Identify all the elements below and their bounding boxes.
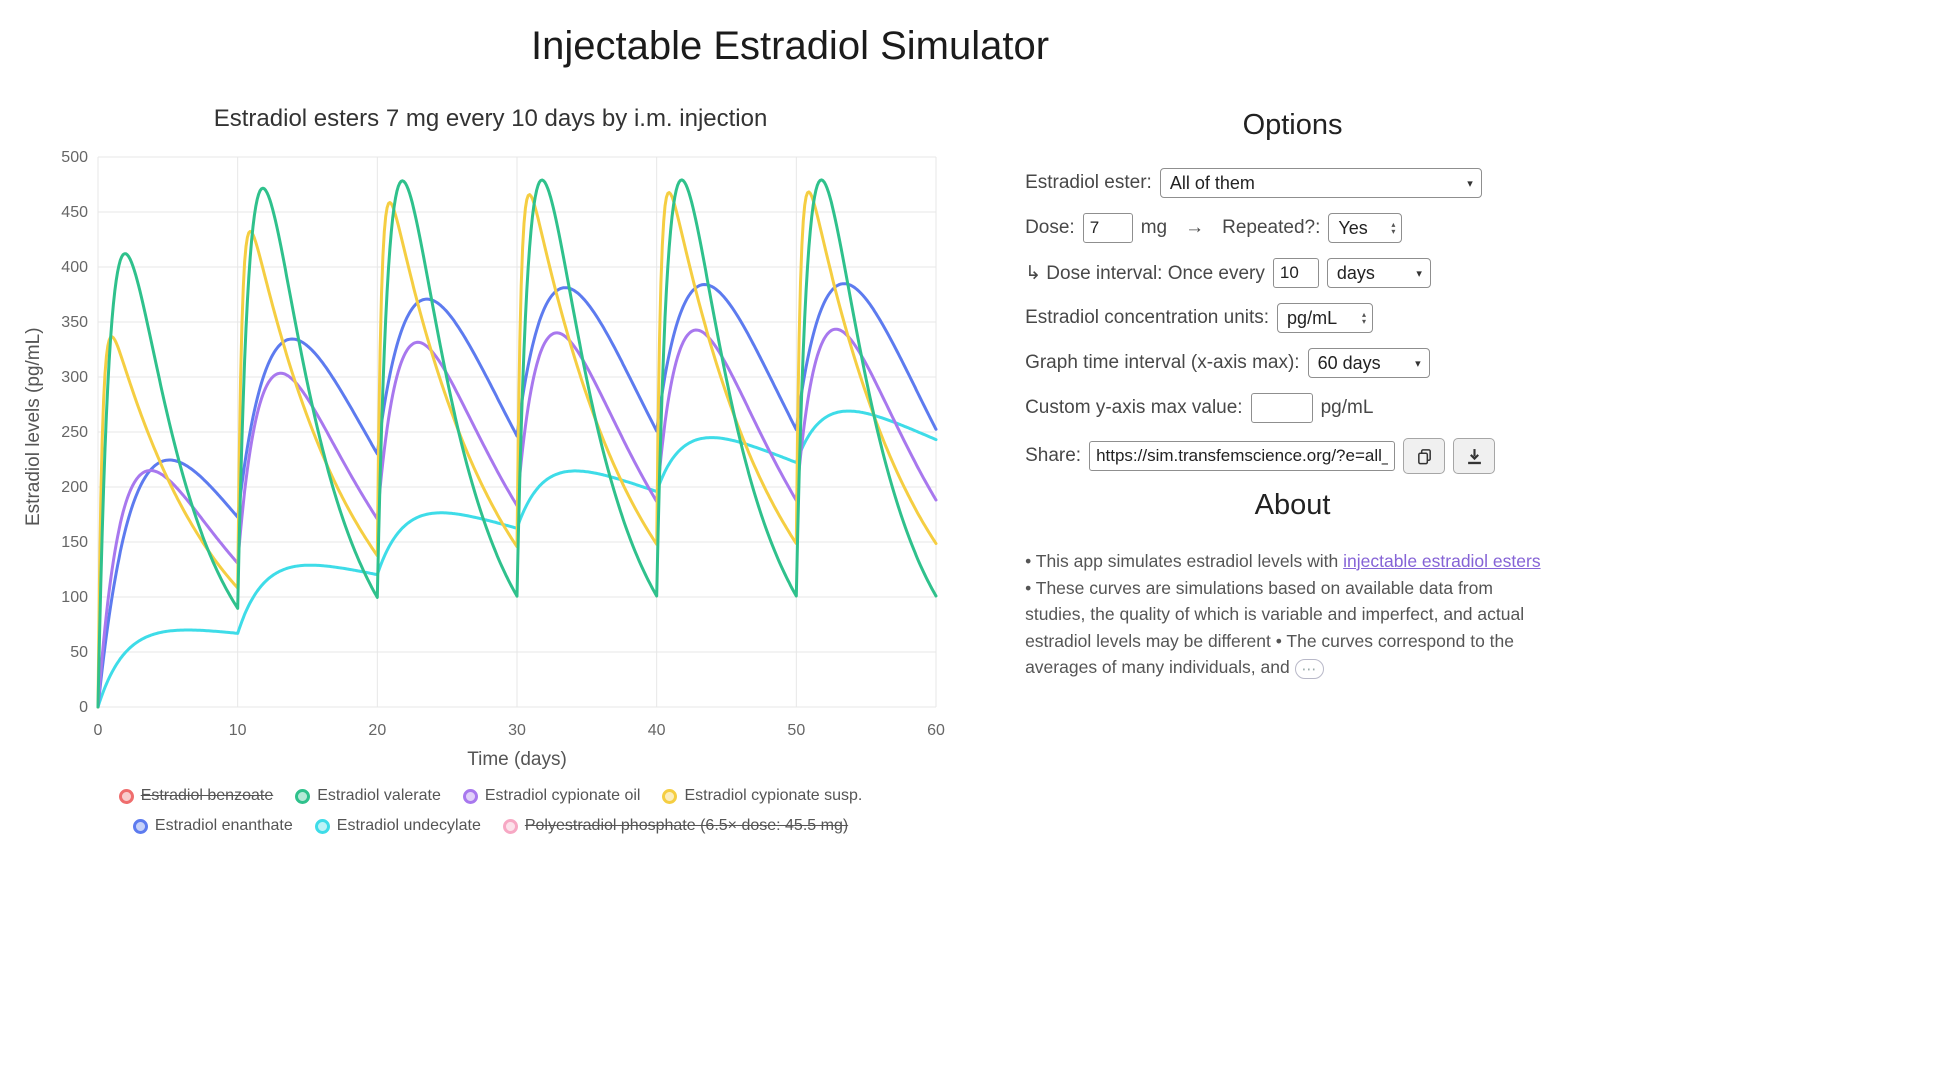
y-tick-label: 400 (61, 259, 88, 276)
units-select[interactable]: pg/mL (1277, 303, 1374, 333)
legend-point-icon (118, 788, 134, 804)
y-tick-label: 100 (61, 589, 88, 606)
legend-label: Estradiol benzoate (140, 787, 274, 804)
legend-point-icon (132, 818, 148, 834)
time-axis-select-wrap: 60 days ▾ (1307, 348, 1430, 378)
ester-row: Estradiol ester: All of them ▾ (1025, 168, 1560, 198)
x-tick-label: 30 (508, 722, 526, 739)
chart-title: Estradiol esters 7 mg every 10 days by i… (213, 105, 768, 132)
ymax-label: Custom y-axis max value: (1025, 397, 1243, 418)
x-tick-label: 0 (94, 722, 103, 739)
download-button[interactable] (1453, 438, 1496, 474)
y-tick-label: 250 (61, 424, 88, 441)
ester-select[interactable]: All of them (1159, 168, 1482, 198)
legend-label: Estradiol undecylate (336, 817, 481, 834)
interval-row: ↳ Dose interval: Once every days ▾ (1025, 258, 1560, 288)
legend-item-estradiol-cypionate-susp[interactable]: Estradiol cypionate susp. (662, 787, 862, 805)
ester-select-wrap: All of them ▾ (1159, 168, 1482, 198)
about-text-segment: • These curves are simulations based on … (1025, 577, 1525, 678)
chart-legend: Estradiol benzoate Estradiol valerate Estr… (51, 787, 931, 835)
repeated-select-wrap: Yes ▴ ▾ (1328, 213, 1403, 243)
x-tick-label: 10 (229, 722, 247, 739)
units-row: Estradiol concentration units: pg/mL ▴ ▾ (1025, 303, 1560, 333)
y-tick-label: 450 (61, 204, 88, 221)
chart-area: Estradiol levels (pg/mL) 0 50 100 150 200 250… (20, 147, 961, 747)
interval-label: ↳ Dose interval: Once every (1025, 262, 1265, 284)
ymax-row: Custom y-axis max value: pg/mL (1025, 393, 1560, 423)
legend-point-icon (502, 818, 518, 834)
repeated-label: Repeated?: (1222, 217, 1321, 238)
y-tick-label: 500 (61, 149, 88, 166)
x-tick-label: 40 (648, 722, 666, 739)
y-tick-label: 0 (79, 699, 88, 716)
units-select-wrap: pg/mL ▴ ▾ (1277, 303, 1374, 333)
legend-item-estradiol-valerate[interactable]: Estradiol valerate (295, 787, 441, 805)
legend-item-estradiol-cypionate-oil[interactable]: Estradiol cypionate oil (462, 787, 641, 805)
dose-label: Dose: (1025, 217, 1075, 238)
x-tick-label: 50 (787, 722, 805, 739)
y-tick-label: 50 (70, 644, 88, 661)
legend-point-icon (462, 788, 478, 804)
dose-input[interactable] (1082, 213, 1133, 243)
about-text-segment: • This app simulates estradiol levels wi… (1025, 551, 1344, 571)
y-tick-label: 350 (61, 314, 88, 331)
dose-row: Dose: mg → Repeated?: Yes ▴▾ (1025, 213, 1560, 243)
interval-unit-select[interactable]: days (1326, 258, 1431, 288)
share-row: Share: (1025, 438, 1560, 474)
page: Injectable Estradiol Simulator Estradiol… (20, 24, 1560, 835)
ester-label: Estradiol ester: (1025, 172, 1152, 193)
units-label: Estradiol concentration units: (1025, 307, 1270, 328)
interval-input[interactable] (1272, 258, 1319, 288)
x-axis-label: Time (days) (467, 749, 567, 770)
options-heading: Options (1242, 109, 1343, 141)
x-tick-label: 20 (368, 722, 386, 739)
legend-point-icon (295, 788, 311, 804)
series-curve-estradiol-valerate (96, 178, 938, 709)
copy-icon (1417, 448, 1431, 464)
repeated-select[interactable]: Yes (1328, 213, 1403, 243)
legend-label: Estradiol cypionate susp. (684, 787, 863, 804)
x-tick-label: 60 (927, 722, 945, 739)
interval-unit-select-wrap: days ▾ (1326, 258, 1431, 288)
expand-about-button[interactable]: ⋯ (1294, 658, 1324, 679)
download-icon (1467, 448, 1481, 464)
y-tick-label: 200 (61, 479, 88, 496)
about-heading: About (1254, 489, 1331, 521)
legend-item-estradiol-enanthate[interactable]: Estradiol enanthate (132, 817, 293, 835)
time-axis-row: Graph time interval (x-axis max): 60 day… (1025, 348, 1560, 378)
copy-link-button[interactable] (1403, 438, 1446, 474)
arrow-right-icon: → (1185, 217, 1205, 238)
y-axis-label: Estradiol levels (pg/mL) (23, 327, 44, 527)
options-panel: Options Estradiol ester: All of them ▾ D… (1025, 105, 1560, 681)
legend-label: Estradiol cypionate oil (484, 787, 641, 804)
legend-item-estradiol-undecylate[interactable]: Estradiol undecylate (314, 817, 481, 835)
estradiol-levels-chart: 0 50 100 150 200 250 300 350 400 450 500 0 10 20 30 40 5… (61, 149, 945, 739)
dose-unit: mg (1140, 217, 1168, 238)
share-label: Share: (1025, 445, 1082, 466)
y-tick-label: 300 (61, 369, 88, 386)
ymax-unit: pg/mL (1320, 397, 1374, 418)
ymax-input[interactable] (1250, 393, 1313, 423)
chart-panel: Estradiol esters 7 mg every 10 days by i… (20, 105, 961, 835)
share-url-input[interactable] (1089, 441, 1396, 471)
time-axis-select[interactable]: 60 days (1307, 348, 1430, 378)
legend-label: Estradiol valerate (317, 787, 441, 804)
y-tick-label: 150 (61, 534, 88, 551)
content: Estradiol esters 7 mg every 10 days by i… (20, 105, 1560, 835)
legend-label: Estradiol enanthate (154, 817, 293, 834)
legend-point-icon (662, 788, 678, 804)
about-text: • This app simulates estradiol levels wi… (1025, 548, 1547, 681)
legend-item-estradiol-benzoate[interactable]: Estradiol benzoate (118, 787, 274, 805)
legend-point-icon (314, 818, 330, 834)
legend-item-polyestradiol-phosphate-6-5-dose-45-5-mg[interactable]: Polyestradiol phosphate (6.5× dose: 45.5… (502, 817, 849, 835)
legend-label: Polyestradiol phosphate (6.5× dose: 45.5… (524, 817, 849, 834)
injectable-estradiol-esters-link[interactable]: injectable estradiol esters (1343, 551, 1541, 571)
page-title: Injectable Estradiol Simulator (530, 24, 1050, 68)
time-axis-label: Graph time interval (x-axis max): (1025, 352, 1300, 373)
